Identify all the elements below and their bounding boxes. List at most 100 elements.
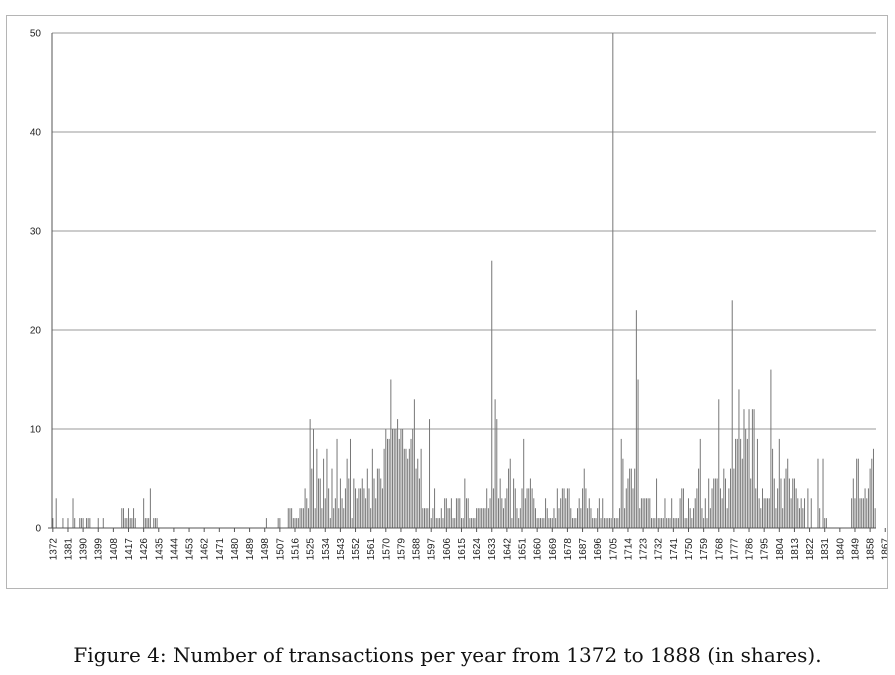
bar-1766 — [714, 478, 716, 528]
bar-1526 — [311, 468, 313, 528]
bar-1642 — [506, 488, 508, 528]
bar-1682 — [573, 518, 575, 528]
bar-1720 — [637, 379, 639, 528]
bar-1418 — [129, 518, 131, 528]
bar-1681 — [571, 518, 573, 528]
bar-1632 — [489, 498, 491, 528]
bar-1515 — [292, 518, 294, 528]
bar-1616 — [462, 518, 464, 528]
bar-1547 — [346, 458, 348, 528]
x-tick-label: 1417 — [124, 538, 135, 561]
bar-1761 — [706, 518, 708, 528]
bar-1607 — [447, 508, 449, 528]
bar-1522 — [304, 488, 306, 528]
bar-1577 — [397, 419, 399, 528]
bar-1534 — [324, 498, 326, 528]
bar-1637 — [497, 498, 499, 528]
bar-1390 — [82, 518, 84, 528]
x-tick-label: 1471 — [215, 538, 226, 561]
bar-1807 — [783, 478, 785, 528]
x-tick-label: 1606 — [442, 538, 453, 561]
bar-1589 — [417, 458, 419, 528]
bar-1830 — [822, 458, 824, 528]
bar-1518 — [297, 518, 299, 528]
x-tick-label: 1615 — [457, 538, 468, 561]
x-tick-label: 1705 — [608, 538, 619, 561]
bar-1796 — [765, 498, 767, 528]
bar-1645 — [511, 518, 513, 528]
bar-1564 — [375, 498, 377, 528]
bar-1732 — [657, 518, 659, 528]
bar-1384 — [72, 498, 74, 528]
bar-1684 — [577, 508, 579, 528]
bar-1724 — [644, 498, 646, 528]
x-tick-label: 1624 — [472, 538, 483, 561]
bar-1385 — [74, 518, 76, 528]
bar-1752 — [691, 518, 693, 528]
bar-1599 — [434, 488, 436, 528]
bar-1521 — [302, 508, 304, 528]
bar-1647 — [514, 488, 516, 528]
bar-1669 — [551, 518, 553, 528]
bar-1694 — [593, 518, 595, 528]
bar-1781 — [740, 438, 742, 528]
bar-1815 — [797, 498, 799, 528]
bar-1758 — [701, 508, 703, 528]
bar-1810 — [788, 478, 790, 528]
bar-1378 — [62, 518, 64, 528]
bar-1517 — [296, 518, 298, 528]
bar-1579 — [400, 429, 402, 528]
bar-1713 — [625, 488, 627, 528]
bar-1792 — [758, 498, 760, 528]
bar-1848 — [852, 478, 854, 528]
bar-1533 — [323, 458, 325, 528]
bar-1540 — [334, 498, 336, 528]
y-tick-label: 30 — [30, 227, 42, 238]
bar-1708 — [617, 518, 619, 528]
bar-1695 — [595, 518, 597, 528]
bar-1671 — [555, 518, 557, 528]
bar-1586 — [412, 429, 414, 528]
bar-1625 — [477, 508, 479, 528]
bar-1679 — [568, 488, 570, 528]
bar-1741 — [672, 518, 674, 528]
bar-1783 — [743, 409, 745, 528]
bar-1617 — [464, 478, 466, 528]
bar-1587 — [413, 399, 415, 528]
bar-1514 — [291, 508, 293, 528]
bar-1778 — [735, 438, 737, 528]
bar-1813 — [793, 478, 795, 528]
y-tick-label: 40 — [30, 128, 42, 139]
bar-1736 — [664, 498, 666, 528]
bar-1646 — [513, 478, 515, 528]
bar-1828 — [819, 508, 821, 528]
bar-1641 — [504, 498, 506, 528]
x-tick-label: 1561 — [366, 538, 377, 561]
x-tick-label: 1597 — [427, 538, 438, 561]
bar-1739 — [669, 518, 671, 528]
bar-1738 — [667, 518, 669, 528]
bar-1740 — [671, 498, 673, 528]
bar-1797 — [767, 498, 769, 528]
bar-1559 — [366, 468, 368, 528]
bar-1765 — [713, 478, 715, 528]
x-tick-label: 1669 — [548, 538, 559, 561]
bar-1659 — [534, 508, 536, 528]
bar-1733 — [659, 518, 661, 528]
bar-1690 — [587, 508, 589, 528]
bar-1769 — [719, 488, 721, 528]
bar-1756 — [698, 468, 700, 528]
bar-1539 — [333, 508, 335, 528]
bar-1538 — [331, 468, 333, 528]
bar-1703 — [608, 518, 610, 528]
bar-1683 — [575, 518, 577, 528]
x-tick-label: 1408 — [109, 538, 120, 561]
bar-1597 — [430, 518, 432, 528]
bar-1532 — [321, 508, 323, 528]
bar-1668 — [550, 518, 552, 528]
bar-1662 — [540, 518, 542, 528]
bar-1850 — [856, 458, 858, 528]
bar-1706 — [614, 518, 616, 528]
bar-1636 — [496, 419, 498, 528]
bar-1712 — [624, 508, 626, 528]
